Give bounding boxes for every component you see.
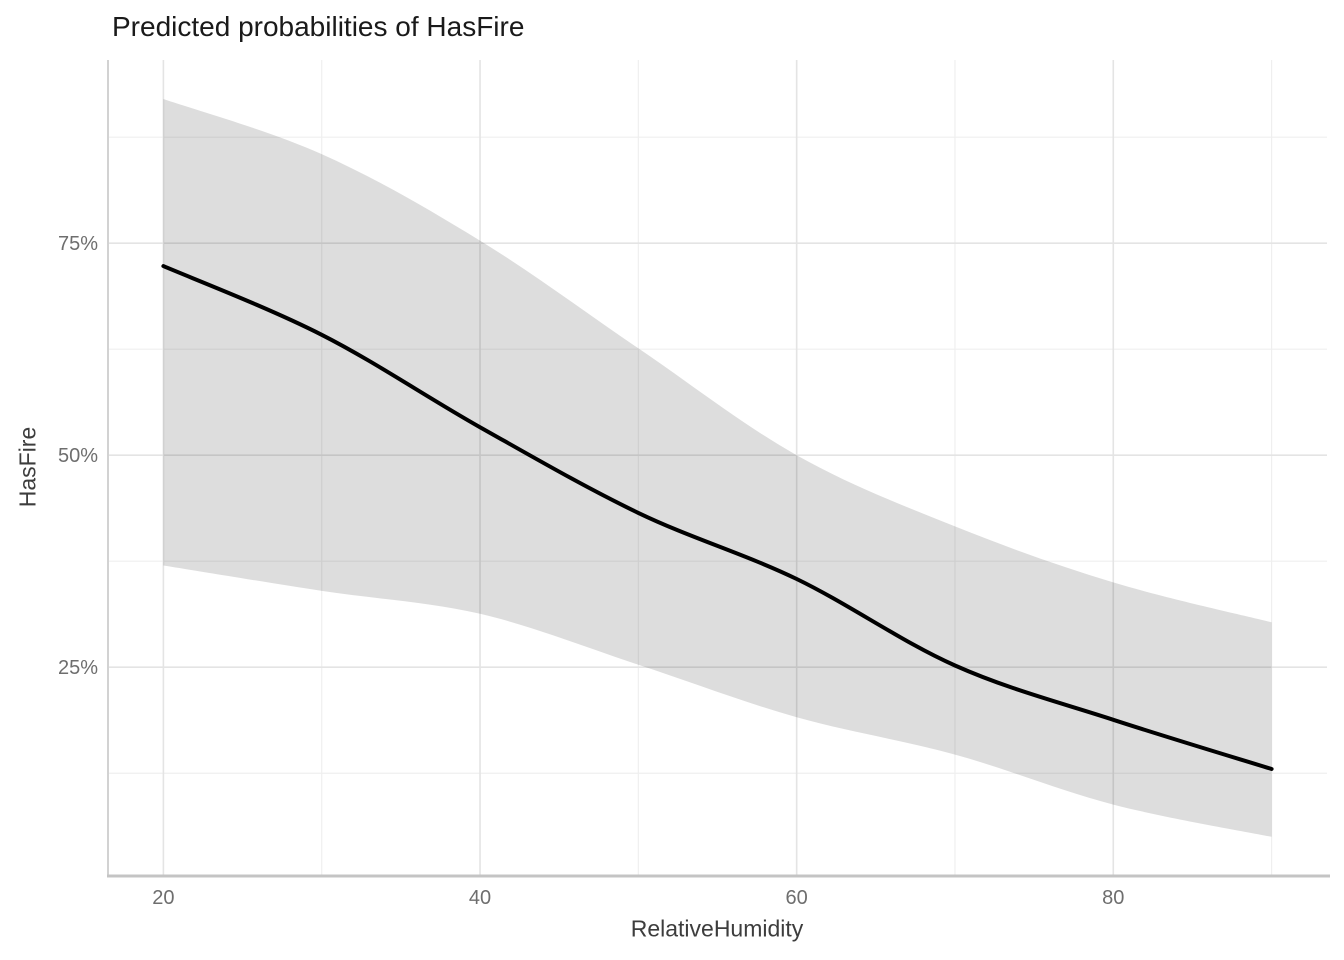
y-tick-label: 50% [58,445,98,467]
x-axis-title: RelativeHumidity [630,915,804,942]
x-tick-label: 20 [152,887,174,909]
y-tick-label: 25% [58,657,98,679]
chart-title: Predicted probabilities of HasFire [112,11,525,42]
y-tick-label: 75% [58,233,98,255]
y-axis-title: HasFire [14,426,41,508]
x-tick-label: 60 [786,887,808,909]
x-tick-label: 40 [469,887,491,909]
confidence-ribbon [163,99,1272,837]
x-tick-label: 80 [1102,887,1124,909]
prediction-line [161,264,1274,771]
